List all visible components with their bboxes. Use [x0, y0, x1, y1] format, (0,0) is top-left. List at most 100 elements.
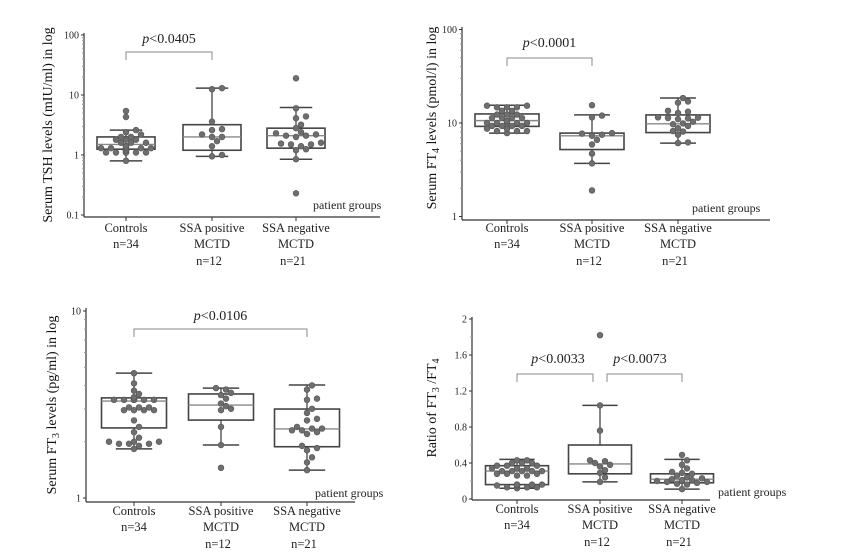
data-point — [669, 121, 677, 128]
data-point — [683, 465, 691, 472]
p-value: <0.0073 — [620, 352, 666, 367]
data-point — [588, 160, 596, 167]
data-point — [503, 484, 511, 491]
data-point — [208, 126, 216, 134]
data-point — [503, 462, 511, 469]
data-point — [679, 128, 687, 135]
chart-panel-4: 0 0.4 0.8 1.2 1.6 2 Ratio of FT3 /FT4 patient g… — [425, 315, 787, 550]
y-tick-label: 2 — [462, 315, 467, 326]
data-point — [673, 480, 681, 487]
data-point — [483, 102, 491, 109]
data-point — [212, 384, 220, 392]
category-label: SSA negative — [262, 221, 330, 235]
y-tick-label: 0.4 — [455, 459, 468, 470]
category-label: MCTD — [660, 237, 696, 251]
x-axis-label: patient groups — [692, 201, 761, 215]
p-value: <0.0001 — [530, 36, 576, 51]
p-value: <0.0106 — [201, 309, 247, 324]
category-label: MCTD — [574, 237, 610, 251]
data-point — [678, 469, 686, 477]
data-point — [596, 478, 604, 486]
y-axis-label: Ratio of FT3 /FT4 — [425, 358, 442, 457]
y-tick-label: 1.6 — [455, 351, 468, 362]
data-point — [140, 406, 148, 414]
data-point — [110, 396, 118, 404]
box-1 — [484, 457, 550, 492]
data-point — [147, 144, 155, 152]
data-point — [518, 459, 526, 467]
data-point — [135, 390, 143, 398]
data-point — [208, 85, 216, 93]
data-point — [528, 481, 536, 488]
data-point — [303, 417, 311, 424]
data-point — [313, 395, 321, 402]
data-point — [218, 151, 226, 159]
data-point — [598, 112, 606, 119]
data-point — [112, 136, 120, 143]
box-2 — [567, 332, 633, 486]
x-axis-label: patient groups — [718, 485, 787, 499]
data-point — [601, 467, 609, 474]
data-point — [140, 396, 148, 404]
p-symbol: p — [612, 352, 620, 367]
box-2 — [187, 384, 255, 472]
category-label: SSA positive — [189, 504, 254, 518]
category-label: n=34 — [504, 518, 531, 532]
data-point — [135, 423, 143, 431]
data-point — [222, 402, 230, 410]
data-point — [684, 139, 692, 146]
data-point — [130, 445, 138, 453]
data-point — [318, 425, 326, 432]
data-point — [303, 409, 311, 417]
data-point — [117, 133, 125, 141]
data-point — [678, 485, 686, 493]
data-point — [674, 131, 682, 138]
data-point — [488, 122, 496, 130]
data-point — [601, 458, 609, 465]
data-point — [694, 114, 702, 121]
data-point — [288, 427, 296, 434]
data-point — [297, 121, 305, 128]
data-point — [513, 472, 521, 479]
data-point — [688, 470, 696, 477]
data-point — [120, 396, 128, 404]
data-point — [217, 423, 225, 431]
data-point — [217, 400, 225, 407]
category-label: n=12 — [584, 535, 610, 549]
data-point — [303, 466, 311, 474]
data-point — [493, 462, 501, 469]
data-point — [120, 406, 128, 414]
data-point — [533, 462, 541, 469]
data-point — [513, 104, 521, 111]
data-point — [130, 387, 138, 394]
data-point — [217, 391, 225, 399]
data-point — [130, 417, 138, 424]
data-point — [518, 467, 526, 475]
data-point — [308, 382, 316, 389]
box-3 — [645, 94, 711, 147]
data-point — [498, 467, 506, 475]
data-point — [292, 156, 300, 163]
data-point — [130, 394, 138, 401]
data-point — [122, 113, 130, 121]
data-point — [135, 442, 143, 450]
data-point — [523, 457, 531, 464]
category-label: n=12 — [576, 254, 602, 268]
data-point — [308, 425, 316, 432]
data-point — [508, 114, 516, 122]
data-point — [698, 475, 706, 482]
data-point — [308, 454, 316, 461]
data-point — [653, 477, 661, 485]
category-label: n=34 — [113, 237, 140, 251]
data-point — [503, 117, 511, 125]
data-point — [608, 129, 616, 137]
data-point — [523, 465, 531, 472]
data-point — [679, 94, 687, 102]
data-point — [132, 126, 140, 134]
category-label: MCTD — [203, 520, 239, 534]
data-point — [222, 386, 230, 393]
data-point — [102, 149, 110, 156]
data-point — [303, 396, 311, 404]
data-point — [292, 133, 300, 141]
data-point — [606, 461, 614, 468]
